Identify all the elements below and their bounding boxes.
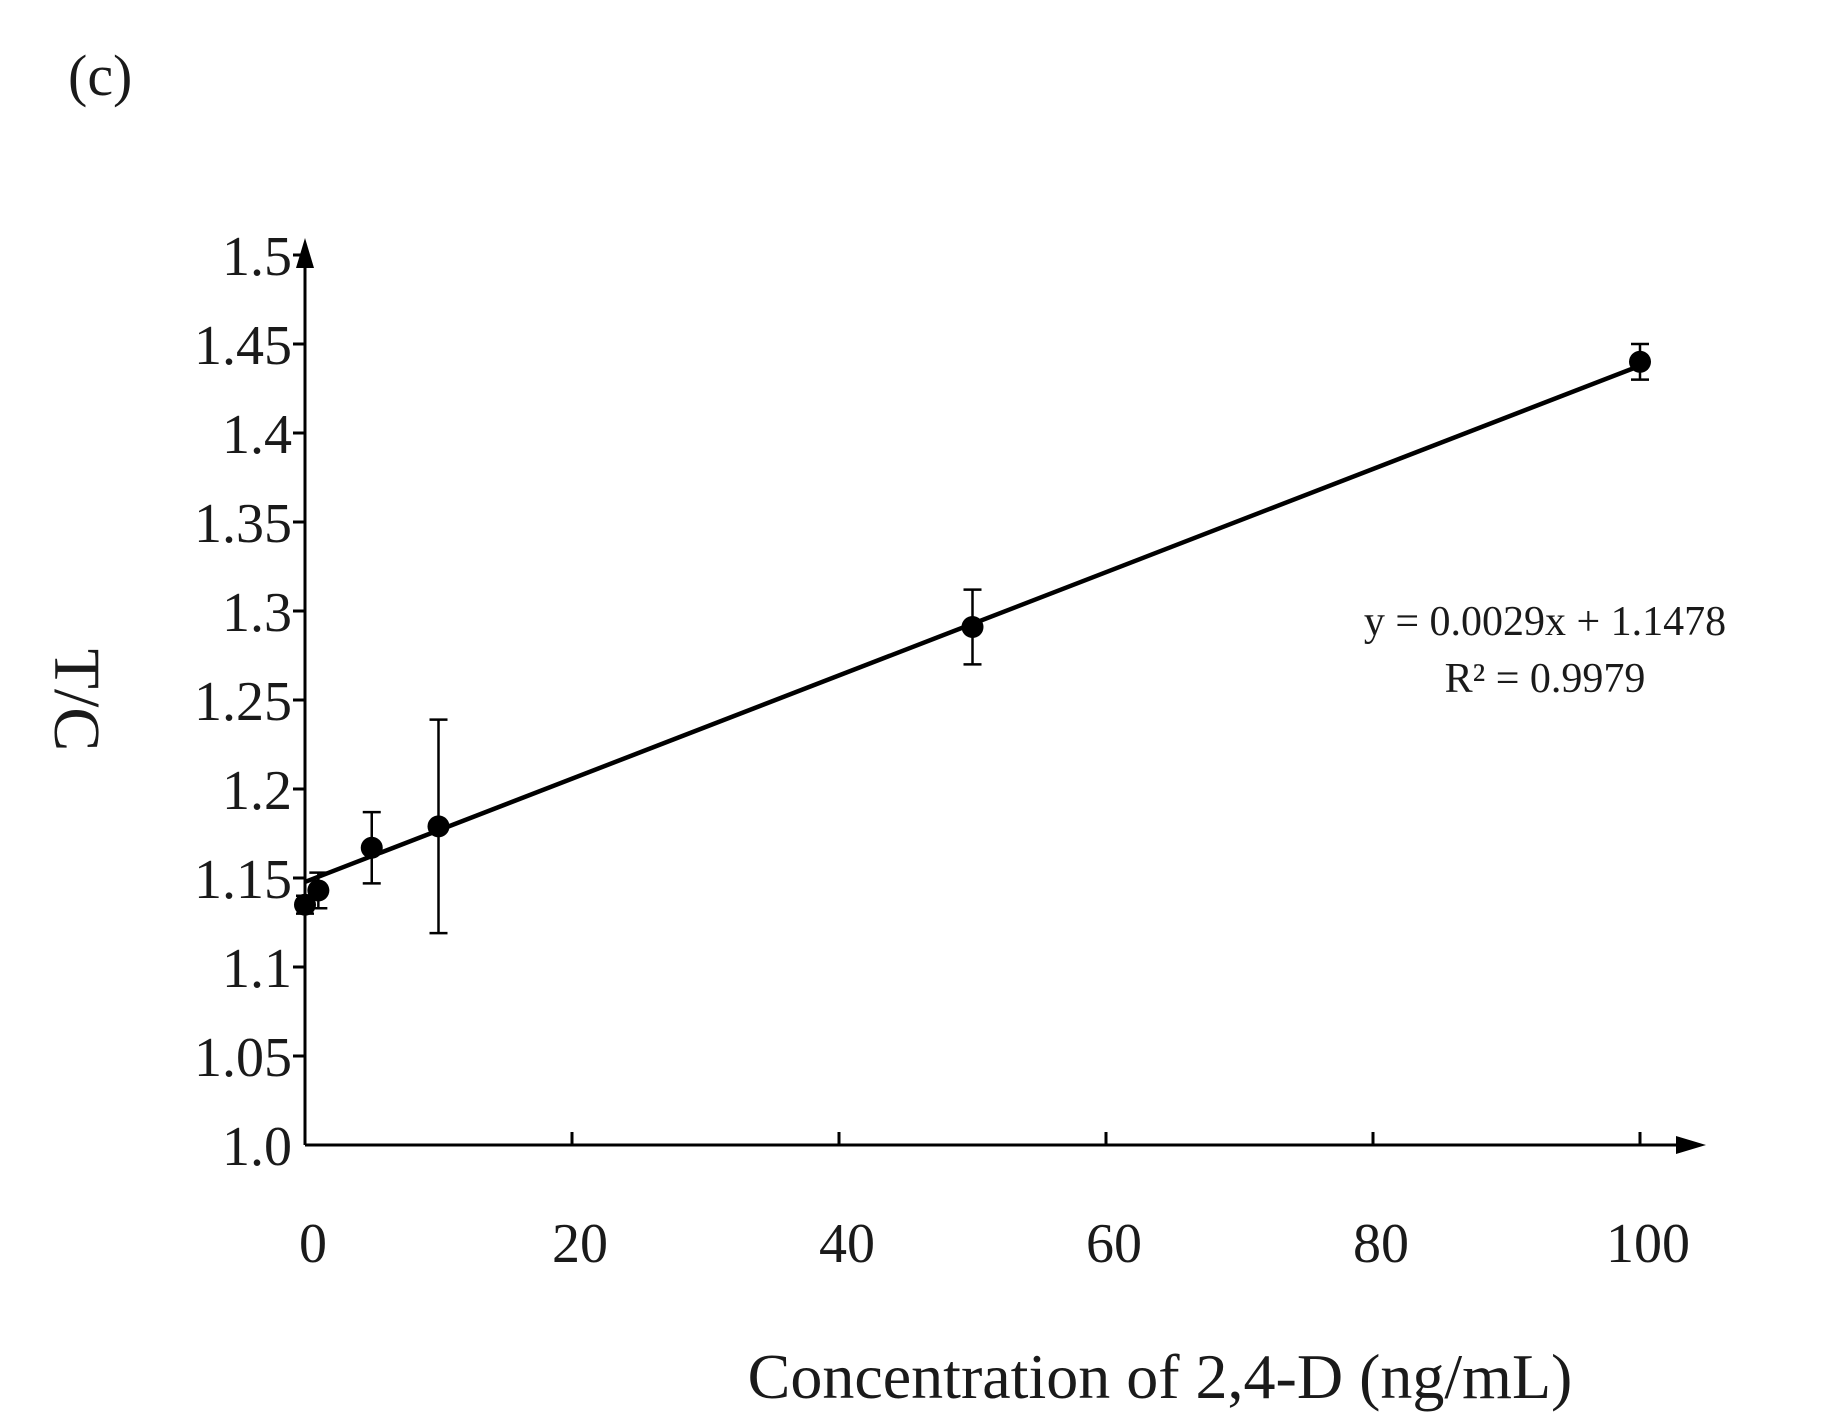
y-tick-label: 1.15 xyxy=(194,849,292,911)
y-tick-label: 1.05 xyxy=(194,1027,292,1089)
x-tick-label: 60 xyxy=(1086,1213,1142,1275)
y-axis-arrow xyxy=(296,238,314,268)
data-point xyxy=(360,836,383,859)
y-tick-label: 1.0 xyxy=(222,1116,292,1178)
x-tick-label: 40 xyxy=(819,1213,875,1275)
y-tick-label: 1.3 xyxy=(222,582,292,644)
y-tick-label: 1.1 xyxy=(222,938,292,1000)
y-tick-label: 1.4 xyxy=(222,404,292,466)
data-point xyxy=(307,879,330,902)
x-tick-label: 80 xyxy=(1353,1213,1409,1275)
x-tick-label: 100 xyxy=(1606,1213,1690,1275)
data-points xyxy=(294,350,1651,916)
axes xyxy=(296,238,1706,1154)
trendline-equation: y = 0.0029x + 1.1478 xyxy=(1364,599,1726,645)
y-axis-label: T/C xyxy=(40,649,113,752)
y-tick-label: 1.35 xyxy=(194,493,292,555)
x-axis-label: Concentration of 2,4-D (ng/mL) xyxy=(748,1341,1573,1412)
y-ticks: 1.0 1.05 1.1 1.15 1.2 1.25 1.3 1.35 1.4 1.45 1.5 xyxy=(194,226,305,1178)
y-tick-label: 1.45 xyxy=(194,315,292,377)
y-tick-label: 1.25 xyxy=(194,671,292,733)
x-tick-label: 0 xyxy=(299,1213,327,1275)
data-point xyxy=(961,616,984,639)
x-axis-arrow xyxy=(1676,1136,1706,1154)
panel-label: (c) xyxy=(68,43,132,108)
y-tick-label: 1.2 xyxy=(222,760,292,822)
trendline-r-squared: R² = 0.9979 xyxy=(1445,656,1646,702)
data-point xyxy=(294,893,316,916)
y-tick-label: 1.5 xyxy=(222,226,292,288)
data-point xyxy=(1629,350,1651,373)
data-point xyxy=(427,815,450,838)
x-tick-label: 20 xyxy=(552,1213,608,1275)
x-ticks: 0 20 40 60 80 100 xyxy=(299,1132,1690,1275)
